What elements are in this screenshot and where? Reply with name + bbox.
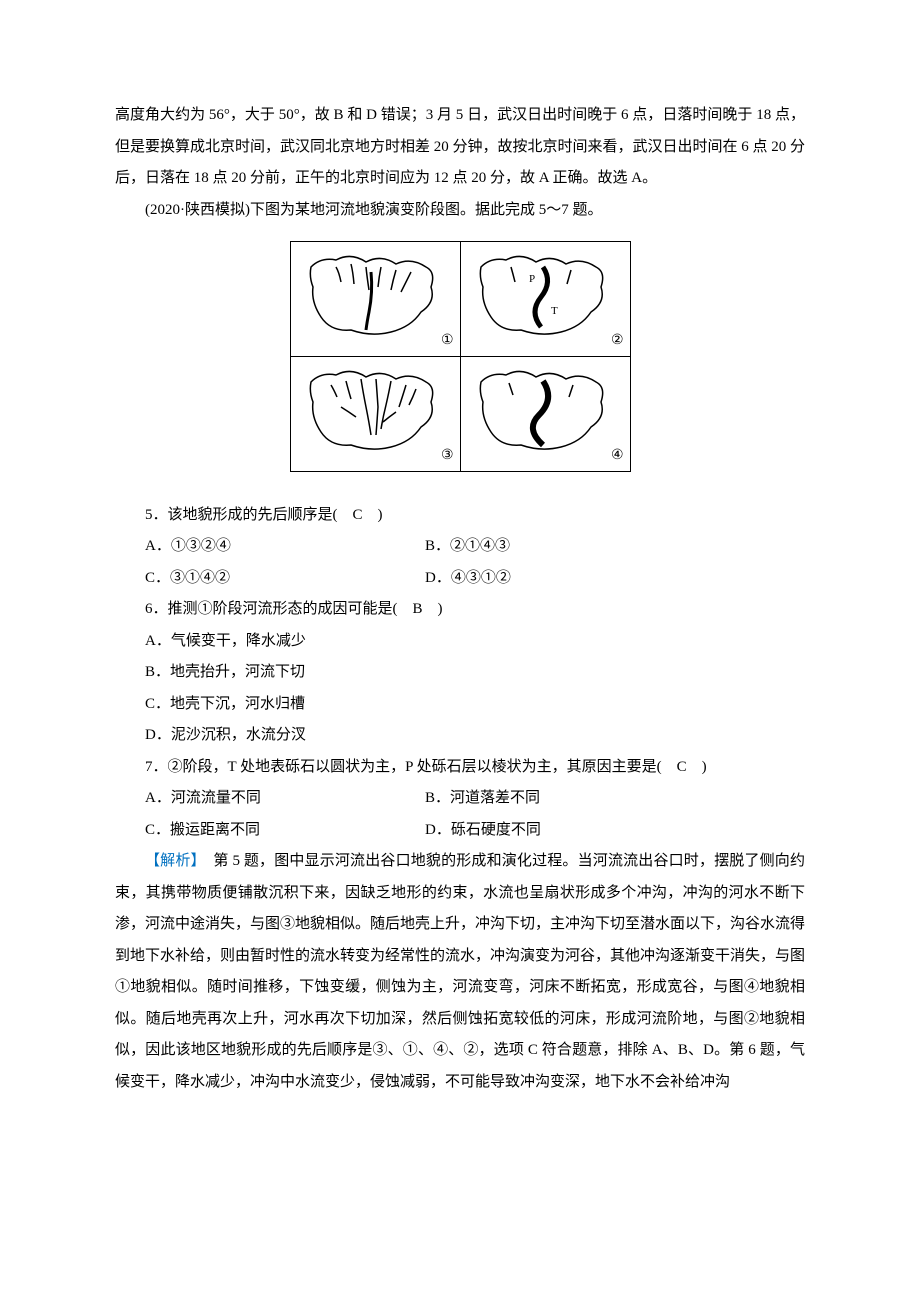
- q7-option-d: D．砾石硬度不同: [425, 815, 805, 847]
- figure-label-4: ④: [611, 440, 630, 471]
- q7-option-c: C．搬运距离不同: [145, 815, 425, 847]
- figure-table: ① P T ②: [290, 241, 631, 472]
- figure-label-2: ②: [611, 325, 630, 356]
- q7-options-row-2: C．搬运距离不同 D．砾石硬度不同: [115, 815, 805, 847]
- q6-option-b: B．地壳抬升，河流下切: [115, 657, 805, 689]
- river-diagram-4-icon: [461, 357, 631, 472]
- analysis-paragraph: 【解析】 第 5 题，图中显示河流出谷口地貌的形成和演化过程。当河流流出谷口时，…: [115, 846, 805, 1098]
- q7-options-row-1: A．河流流量不同 B．河道落差不同: [115, 783, 805, 815]
- q5-stem: 5．该地貌形成的先后顺序是( C ): [115, 500, 805, 532]
- figure-cell-2: P T ②: [460, 242, 630, 357]
- source-line: (2020·陕西模拟)下图为某地河流地貌演变阶段图。据此完成 5～7 题。: [115, 195, 805, 227]
- q6-stem: 6．推测①阶段河流形态的成因可能是( B ): [115, 594, 805, 626]
- river-diagram-1-icon: [291, 242, 461, 357]
- q5-options-row-2: C．③①④② D．④③①②: [115, 563, 805, 595]
- q5-option-d: D．④③①②: [425, 563, 805, 595]
- analysis-label: 【解析】: [145, 853, 198, 869]
- figure-cell-4: ④: [460, 357, 630, 472]
- q5-options-row-1: A．①③②④ B．②①④③: [115, 531, 805, 563]
- q6-option-d: D．泥沙沉积，水流分汊: [115, 720, 805, 752]
- q7-option-b: B．河道落差不同: [425, 783, 805, 815]
- river-diagram-2-icon: P T: [461, 242, 631, 357]
- svg-text:T: T: [551, 305, 558, 317]
- q5-option-a: A．①③②④: [145, 531, 425, 563]
- figure-label-1: ①: [441, 325, 460, 356]
- river-diagram-3-icon: [291, 357, 461, 472]
- analysis-body: 第 5 题，图中显示河流出谷口地貌的形成和演化过程。当河流流出谷口时，摆脱了侧向…: [115, 853, 805, 1090]
- q5-option-c: C．③①④②: [145, 563, 425, 595]
- figure-cell-3: ③: [290, 357, 460, 472]
- svg-text:P: P: [529, 273, 535, 285]
- q7-option-a: A．河流流量不同: [145, 783, 425, 815]
- figure-cell-1: ①: [290, 242, 460, 357]
- q6-option-a: A．气候变干，降水减少: [115, 626, 805, 658]
- figure-container: ① P T ②: [115, 241, 805, 485]
- q6-option-c: C．地壳下沉，河水归槽: [115, 689, 805, 721]
- intro-paragraph: 高度角大约为 56°，大于 50°，故 B 和 D 错误；3 月 5 日，武汉日…: [115, 100, 805, 195]
- q5-option-b: B．②①④③: [425, 531, 805, 563]
- figure-label-3: ③: [441, 440, 460, 471]
- q7-stem: 7．②阶段，T 处地表砾石以圆状为主，P 处砾石层以棱状为主，其原因主要是( C…: [115, 752, 805, 784]
